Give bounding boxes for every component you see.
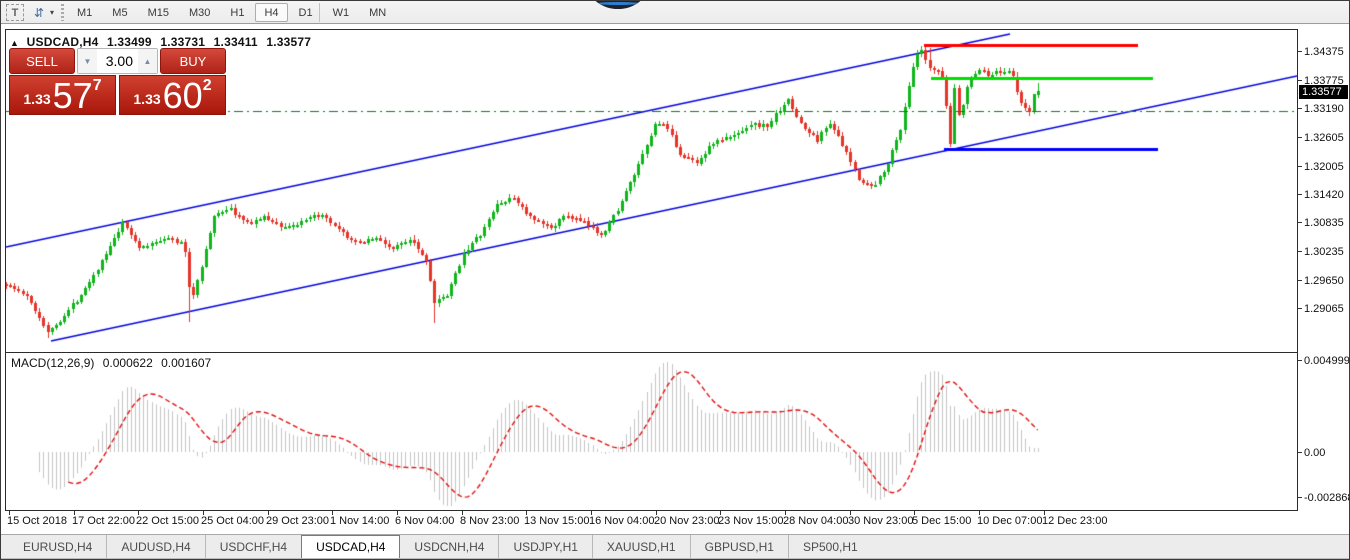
macd-axis-tick: 0.004999 bbox=[1297, 355, 1350, 367]
text-selection-tool-icon[interactable]: T bbox=[6, 4, 24, 21]
buy-price-big-digits: 60 bbox=[162, 75, 203, 116]
timeframe-button[interactable]: D1 bbox=[298, 6, 313, 19]
ohlc-high: 1.33731 bbox=[160, 35, 206, 49]
chart-tab[interactable]: SP500,H1 bbox=[787, 535, 872, 558]
time-axis-tick: 29 Oct 23:00 bbox=[266, 511, 329, 527]
status-strip bbox=[1, 558, 1349, 559]
timeframe-button[interactable]: M15 bbox=[147, 6, 169, 19]
price-axis-tick: 1.30235 bbox=[1297, 246, 1344, 258]
chart-tab[interactable]: USDJPY,H1 bbox=[498, 535, 591, 558]
price-axis-tick: 1.33190 bbox=[1297, 103, 1344, 115]
macd-indicator-pane[interactable] bbox=[5, 352, 1298, 511]
time-axis-tick: 23 Nov 15:00 bbox=[718, 511, 784, 527]
macd-header: MACD(12,26,9) 0.000622 0.001607 bbox=[11, 356, 216, 370]
chart-tab[interactable]: EURUSD,H4 bbox=[23, 539, 93, 554]
timeframe-button-group: M1 M5 M15 M30 H1 H4 D1 W1 MN bbox=[67, 1, 396, 24]
buy-price-pipette: 2 bbox=[202, 77, 212, 94]
timeframe-button[interactable]: W1 bbox=[332, 6, 350, 19]
ohlc-low: 1.33411 bbox=[213, 35, 258, 49]
collapse-panel-icon[interactable]: ▲ bbox=[10, 38, 20, 48]
time-axis-tick: 12 Dec 23:00 bbox=[1042, 511, 1108, 527]
timeframe-button[interactable]: H4 bbox=[255, 3, 288, 22]
price-axis-tick: 1.34375 bbox=[1297, 46, 1344, 58]
time-axis-tick: 15 Oct 2018 bbox=[7, 511, 67, 527]
chart-symbol-period: USDCAD,H4 bbox=[26, 35, 99, 49]
sell-price-prefix: 1.33 bbox=[23, 91, 51, 107]
chart-tab[interactable]: USDCNH,H4 bbox=[414, 539, 485, 554]
ohlc-close: 1.33577 bbox=[266, 35, 312, 49]
sell-price-pipette: 7 bbox=[92, 77, 102, 94]
chart-tab[interactable]: AUDUSD,H4 bbox=[106, 535, 204, 558]
macd-signal-value: 0.001607 bbox=[161, 356, 212, 370]
toolbar-separator bbox=[61, 4, 64, 21]
price-axis-tick: 1.32605 bbox=[1297, 132, 1344, 144]
timeframe-button[interactable]: MN bbox=[369, 6, 387, 19]
price-axis-tick: 1.29065 bbox=[1297, 303, 1344, 315]
one-click-trading-panel: SELL ▼ 3.00 ▲ BUY 1.33 57 7 1.33 60 2 bbox=[9, 48, 226, 115]
last-price-badge: 1.33577 bbox=[1299, 85, 1348, 99]
broker-logo-stripe bbox=[596, 2, 640, 5]
chart-tab[interactable]: USDCHF,H4 bbox=[204, 535, 301, 558]
price-axis-tick: 1.29650 bbox=[1297, 275, 1344, 287]
volume-decrease-button[interactable]: ▼ bbox=[78, 49, 97, 73]
ohlc-open: 1.33499 bbox=[107, 35, 152, 49]
chart-tab[interactable]: USDCAD,H4 bbox=[301, 535, 401, 558]
sell-price-big-digits: 57 bbox=[52, 75, 93, 116]
broker-logo bbox=[589, 1, 647, 9]
macd-name: MACD(12,26,9) bbox=[11, 356, 95, 370]
time-axis-tick: 17 Oct 22:00 bbox=[72, 511, 135, 527]
time-axis-tick: 10 Dec 07:00 bbox=[977, 511, 1043, 527]
price-axis-tick: 1.31420 bbox=[1297, 189, 1344, 201]
macd-axis-tick: -0.002868 bbox=[1297, 492, 1349, 504]
buy-button[interactable]: BUY bbox=[160, 48, 226, 74]
sell-price-display[interactable]: 1.33 57 7 bbox=[9, 75, 116, 115]
chart-tab-bar: EURUSD,H4 AUDUSD,H4 USDCHF,H4 USDCAD,H4 … bbox=[1, 535, 1349, 558]
price-axis-tick: 1.32005 bbox=[1297, 161, 1344, 173]
chart-title: ▲ USDCAD,H4 1.33499 1.33731 1.33411 1.33… bbox=[10, 35, 316, 49]
time-axis-tick: 5 Dec 15:00 bbox=[912, 511, 972, 527]
time-axis-tick: 8 Nov 23:00 bbox=[460, 511, 520, 527]
time-axis[interactable]: 15 Oct 2018 17 Oct 22:00 22 Oct 15:00 25… bbox=[5, 511, 1298, 533]
price-axis-tick: 1.30835 bbox=[1297, 217, 1344, 229]
timeframe-button[interactable]: M1 bbox=[77, 6, 93, 19]
time-axis-tick: 22 Oct 15:00 bbox=[136, 511, 199, 527]
sell-button[interactable]: SELL bbox=[9, 48, 75, 74]
volume-input[interactable]: 3.00 bbox=[105, 53, 133, 69]
toolbar-separator bbox=[319, 3, 320, 22]
top-toolbar: T ⇵ ▾ M1 M5 M15 M30 H1 H4 D1 W1 MN bbox=[1, 1, 1349, 24]
chart-tab[interactable]: XAUUSD,H1 bbox=[591, 535, 690, 558]
time-axis-tick: 16 Nov 04:00 bbox=[589, 511, 655, 527]
macd-canvas[interactable] bbox=[6, 353, 1297, 510]
time-axis-tick: 1 Nov 14:00 bbox=[330, 511, 390, 527]
buy-price-prefix: 1.33 bbox=[133, 91, 161, 107]
tabbar-divider bbox=[1, 534, 1349, 535]
timeframe-button[interactable]: M5 bbox=[112, 6, 128, 19]
macd-value: 0.000622 bbox=[102, 356, 153, 370]
time-axis-tick: 13 Nov 15:00 bbox=[524, 511, 590, 527]
time-axis-tick: 20 Nov 23:00 bbox=[654, 511, 720, 527]
time-axis-tick: 6 Nov 04:00 bbox=[395, 511, 455, 527]
timeframe-button[interactable]: H1 bbox=[230, 6, 245, 19]
volume-increase-button[interactable]: ▲ bbox=[138, 49, 157, 73]
chart-tools-icon[interactable]: ⇵ bbox=[33, 5, 45, 20]
chart-tab[interactable]: GBPUSD,H1 bbox=[689, 535, 788, 558]
macd-axis-tick: 0.00 bbox=[1296, 447, 1326, 459]
dropdown-caret-icon[interactable]: ▾ bbox=[49, 8, 54, 17]
time-axis-tick: 25 Oct 04:00 bbox=[201, 511, 264, 527]
volume-stepper: ▼ 3.00 ▲ bbox=[77, 48, 158, 74]
time-axis-tick: 30 Nov 23:00 bbox=[848, 511, 914, 527]
price-axis-tick: 1.33775 bbox=[1297, 75, 1344, 87]
time-axis-tick: 28 Nov 04:00 bbox=[783, 511, 849, 527]
buy-price-display[interactable]: 1.33 60 2 bbox=[119, 75, 226, 115]
timeframe-button[interactable]: M30 bbox=[188, 6, 211, 19]
